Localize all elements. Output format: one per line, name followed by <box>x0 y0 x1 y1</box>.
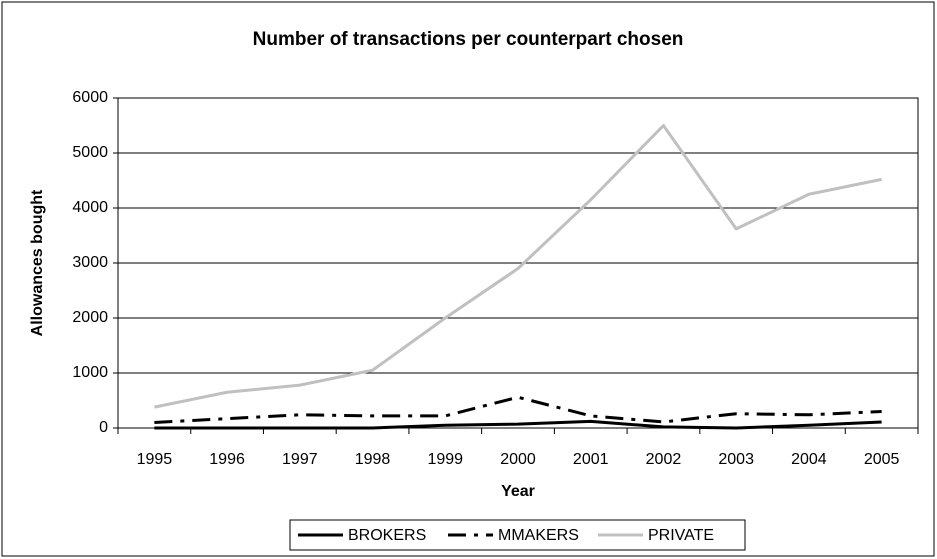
x-tick-label: 2001 <box>573 451 609 468</box>
x-tick-label: 2003 <box>718 451 754 468</box>
x-tick-label: 2000 <box>500 451 536 468</box>
x-tick-label: 1998 <box>355 451 391 468</box>
x-tick-label: 1996 <box>209 451 245 468</box>
series-line <box>154 395 882 424</box>
y-tick-label: 5000 <box>72 144 108 161</box>
x-axis-label: Year <box>501 483 535 500</box>
x-tick-label: 2002 <box>646 451 682 468</box>
y-tick-label: 2000 <box>72 309 108 326</box>
series-line <box>154 124 882 409</box>
y-tick-label: 0 <box>99 419 108 436</box>
y-tick-label: 6000 <box>72 89 108 106</box>
y-tick-label: 3000 <box>72 254 108 271</box>
legend-label: MMAKERS <box>498 527 579 544</box>
y-tick-label: 4000 <box>72 199 108 216</box>
x-tick-label: 2004 <box>791 451 827 468</box>
x-tick-label: 1995 <box>137 451 173 468</box>
x-tick-label: 1999 <box>427 451 463 468</box>
legend-label: BROKERS <box>348 527 426 544</box>
x-tick-label: 2005 <box>864 451 900 468</box>
series-line <box>154 419 882 430</box>
x-tick-label: 1997 <box>282 451 318 468</box>
legend-label: PRIVATE <box>648 527 714 544</box>
y-axis-label: Allowances bought <box>29 189 46 336</box>
legend-box <box>289 519 746 551</box>
y-tick-label: 1000 <box>72 364 108 381</box>
chart-title: Number of transactions per counterpart c… <box>253 29 684 50</box>
